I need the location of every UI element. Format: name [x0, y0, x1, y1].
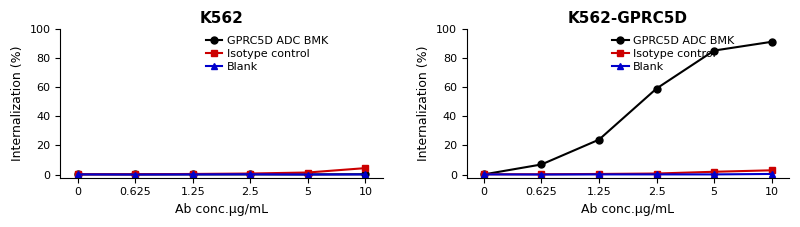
GPRC5D ADC BMK: [710, 49, 719, 52]
Line: Isotype control: Isotype control: [481, 167, 775, 178]
GPRC5D ADC BMK: [130, 173, 140, 176]
Blank: [73, 173, 82, 176]
Y-axis label: Internalization (%): Internalization (%): [418, 45, 430, 161]
Line: Isotype control: Isotype control: [74, 165, 369, 178]
Isotype control: [246, 172, 255, 175]
Blank: [767, 173, 777, 175]
Legend: GPRC5D ADC BMK, Isotype control, Blank: GPRC5D ADC BMK, Isotype control, Blank: [607, 31, 738, 77]
GPRC5D ADC BMK: [537, 163, 546, 166]
Line: Blank: Blank: [74, 171, 369, 178]
Isotype control: [73, 173, 82, 176]
Title: K562: K562: [199, 11, 243, 26]
Blank: [361, 173, 370, 176]
Title: K562-GPRC5D: K562-GPRC5D: [568, 11, 688, 26]
X-axis label: Ab conc.μg/mL: Ab conc.μg/mL: [582, 203, 674, 216]
Isotype control: [767, 169, 777, 172]
GPRC5D ADC BMK: [767, 40, 777, 43]
GPRC5D ADC BMK: [188, 173, 198, 176]
Isotype control: [188, 173, 198, 175]
GPRC5D ADC BMK: [594, 138, 604, 141]
Blank: [479, 173, 489, 176]
Blank: [652, 173, 662, 176]
Blank: [246, 173, 255, 176]
GPRC5D ADC BMK: [73, 173, 82, 176]
Isotype control: [479, 173, 489, 176]
Blank: [710, 173, 719, 176]
GPRC5D ADC BMK: [361, 173, 370, 176]
Isotype control: [130, 173, 140, 176]
Isotype control: [361, 167, 370, 170]
Blank: [188, 173, 198, 176]
GPRC5D ADC BMK: [246, 173, 255, 176]
Line: GPRC5D ADC BMK: GPRC5D ADC BMK: [74, 171, 369, 178]
Legend: GPRC5D ADC BMK, Isotype control, Blank: GPRC5D ADC BMK, Isotype control, Blank: [202, 31, 333, 77]
GPRC5D ADC BMK: [479, 173, 489, 176]
Y-axis label: Internalization (%): Internalization (%): [11, 45, 24, 161]
Isotype control: [710, 170, 719, 173]
Isotype control: [594, 173, 604, 175]
Isotype control: [303, 171, 313, 174]
Isotype control: [537, 173, 546, 176]
Line: GPRC5D ADC BMK: GPRC5D ADC BMK: [481, 38, 775, 178]
GPRC5D ADC BMK: [652, 87, 662, 90]
X-axis label: Ab conc.μg/mL: Ab conc.μg/mL: [175, 203, 268, 216]
Isotype control: [652, 172, 662, 175]
GPRC5D ADC BMK: [303, 173, 313, 176]
Blank: [594, 173, 604, 176]
Blank: [303, 173, 313, 176]
Blank: [130, 173, 140, 176]
Blank: [537, 173, 546, 176]
Line: Blank: Blank: [481, 170, 775, 178]
